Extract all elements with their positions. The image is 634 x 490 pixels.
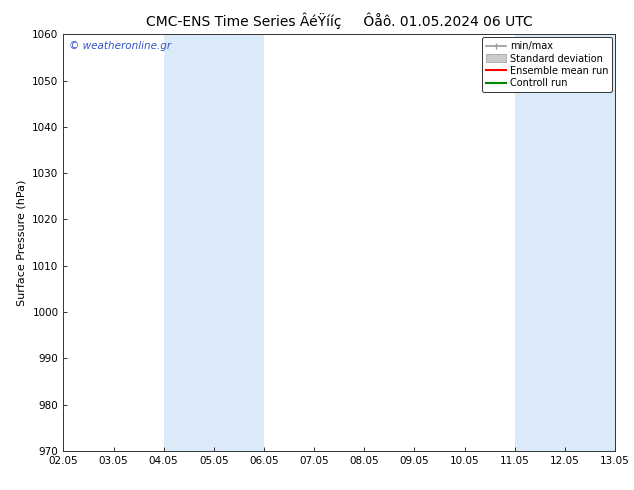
Bar: [515, 34, 615, 451]
Legend: min/max, Standard deviation, Ensemble mean run, Controll run: min/max, Standard deviation, Ensemble me…: [482, 37, 612, 92]
Y-axis label: Surface Pressure (hPa): Surface Pressure (hPa): [16, 179, 27, 306]
Text: © weatheronline.gr: © weatheronline.gr: [69, 41, 171, 50]
Title: CMC-ENS Time Series ÂéŸííç     Ôåô. 01.05.2024 06 UTC: CMC-ENS Time Series ÂéŸííç Ôåô. 01.05.20…: [146, 12, 533, 29]
Bar: [164, 34, 264, 451]
